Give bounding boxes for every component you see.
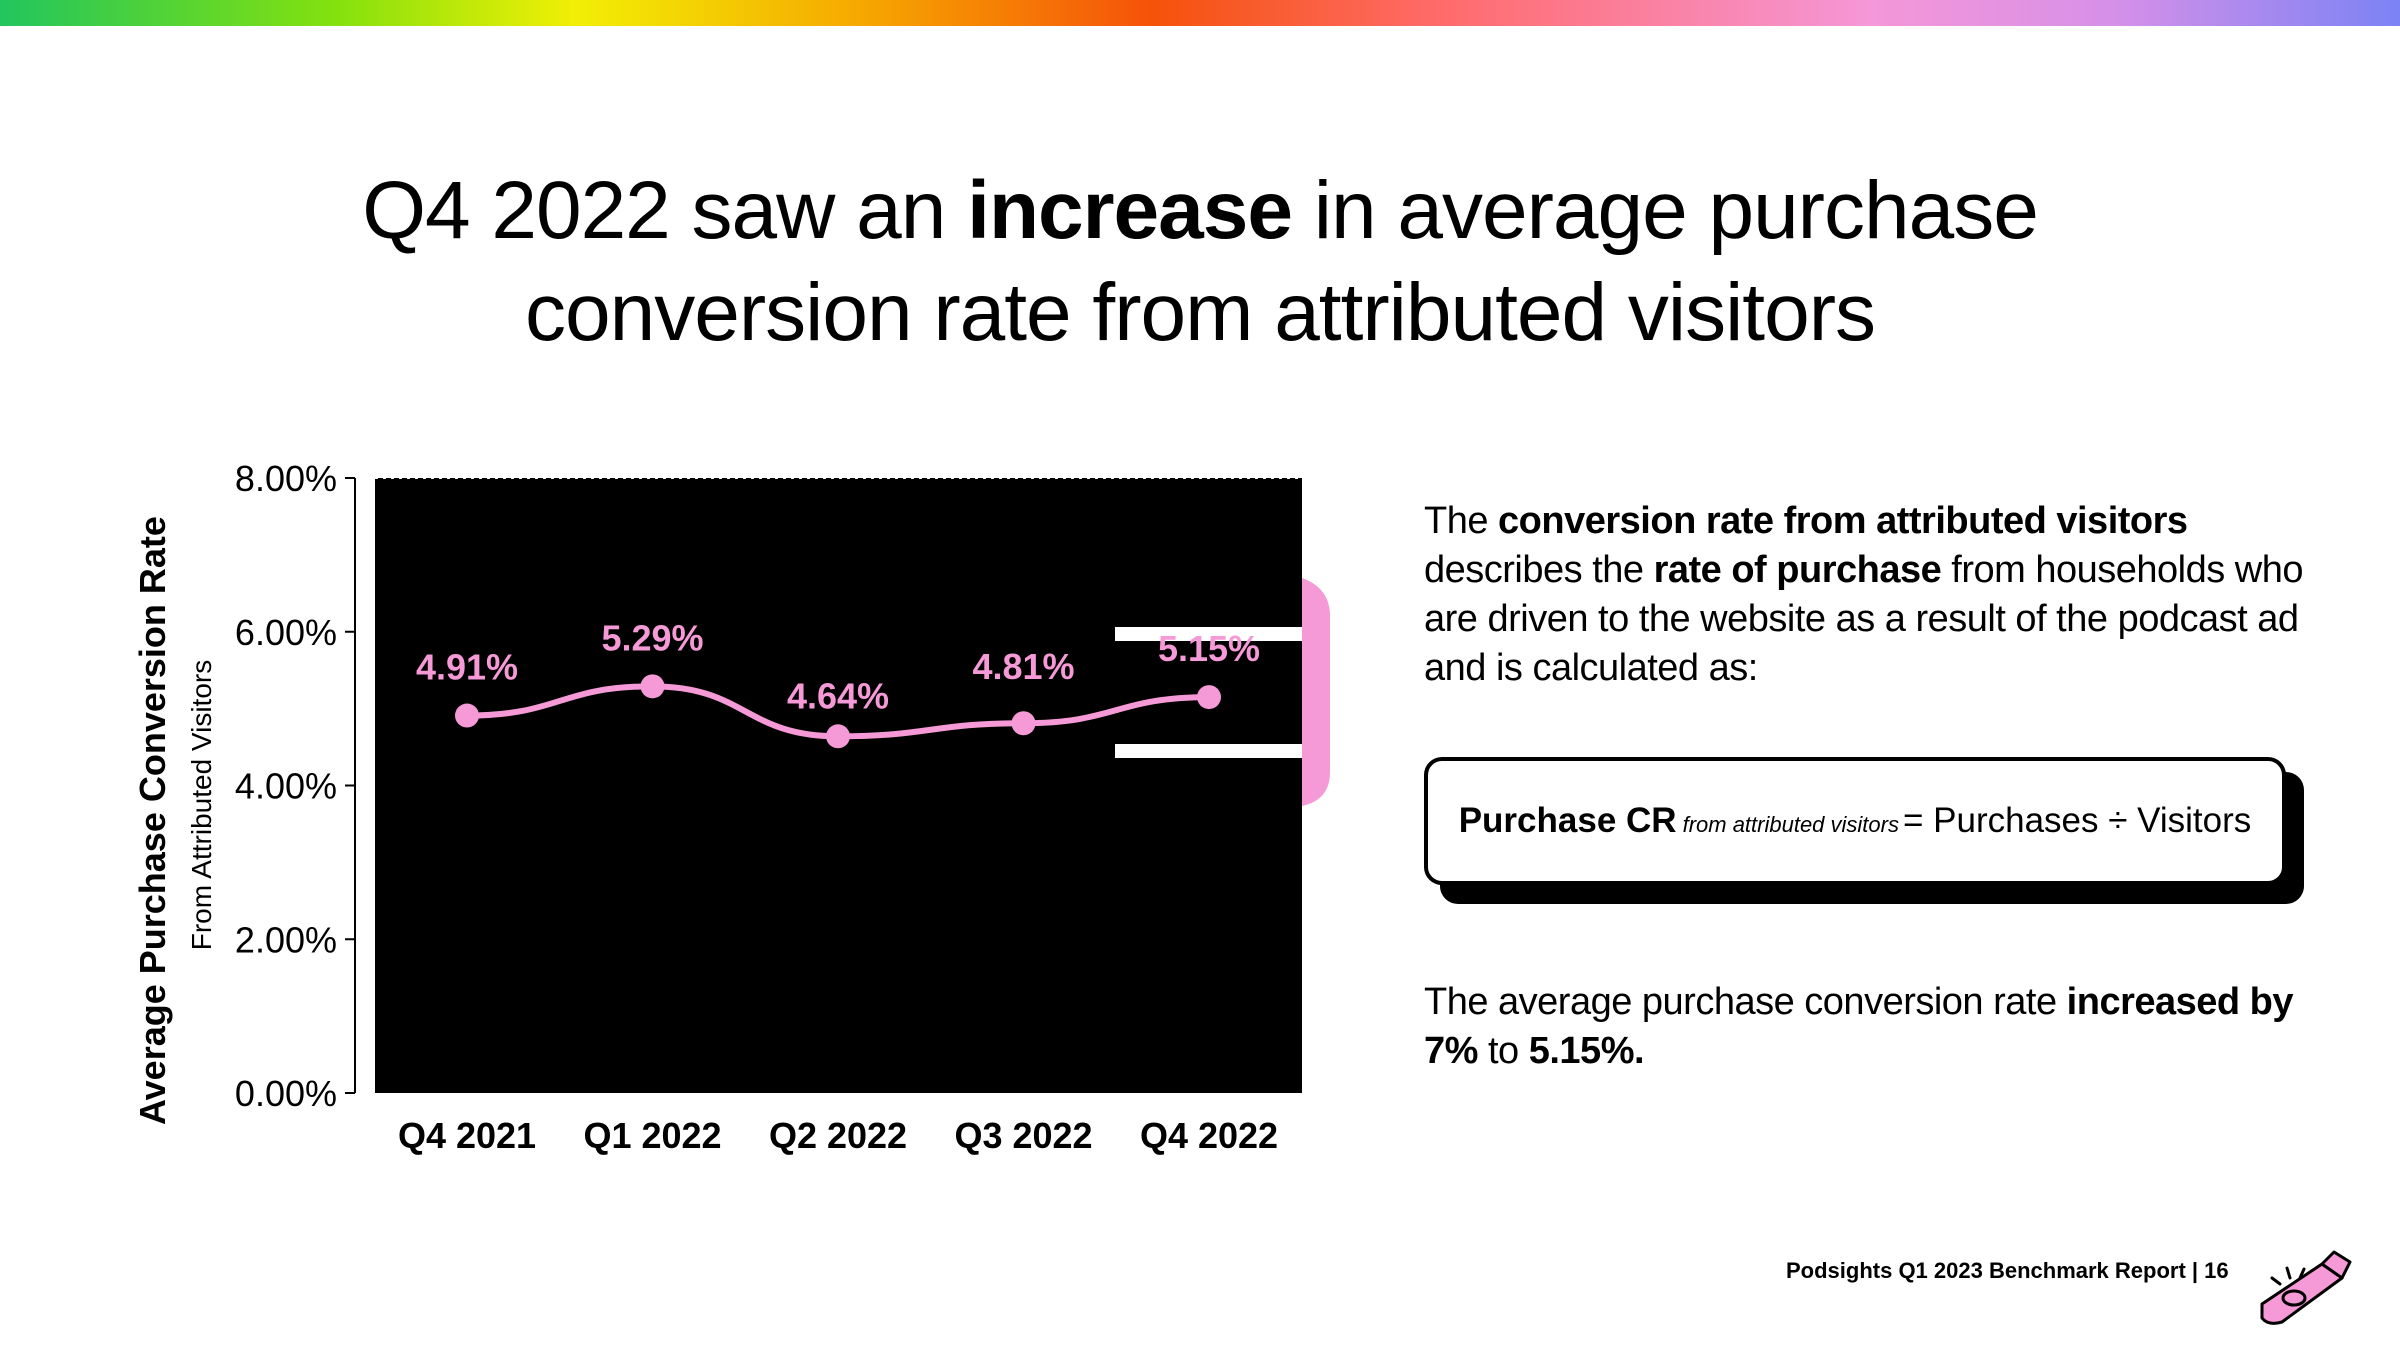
- x-tick-label: Q2 2022: [769, 1115, 907, 1156]
- y-tick-label: 4.00%: [235, 766, 337, 807]
- x-tick-label: Q3 2022: [954, 1115, 1092, 1156]
- y-tick-label: 0.00%: [235, 1073, 337, 1114]
- y-tick-label: 8.00%: [235, 458, 337, 499]
- rainbow-top-bar: [0, 0, 2400, 26]
- highlight-bar-top: [1115, 627, 1305, 641]
- formula-box: Purchase CR from attributed visitors = P…: [1424, 757, 2286, 885]
- data-point: [826, 724, 850, 749]
- page-title: Q4 2022 saw an increase in average purch…: [362, 165, 2039, 358]
- formula-lhs: Purchase CR: [1458, 801, 1677, 840]
- x-tick-label: Q4 2021: [398, 1115, 536, 1156]
- kazoo-logo-icon: [2260, 1250, 2352, 1325]
- data-point: [1011, 711, 1036, 736]
- footer-report-label: Podsights Q1 2023 Benchmark Report | 16: [1786, 1258, 2229, 1283]
- highlight-bracket: [1302, 578, 1330, 806]
- highlight-bar-bottom: [1115, 744, 1305, 758]
- definition-text: The conversion rate from attributed visi…: [1424, 500, 2304, 689]
- data-point: [640, 674, 665, 699]
- data-point: [455, 703, 479, 728]
- data-label: 4.64%: [787, 675, 889, 716]
- data-label: 5.29%: [601, 617, 703, 658]
- formula-subscript: from attributed visitors: [1682, 812, 1899, 837]
- y-tick-label: 6.00%: [235, 612, 337, 653]
- x-tick-label: Q1 2022: [583, 1115, 721, 1156]
- x-tick-label: Q4 2022: [1140, 1115, 1278, 1156]
- summary-text: The average purchase conversion rate inc…: [1424, 981, 2294, 1072]
- data-label: 5.15%: [1158, 628, 1260, 669]
- data-label: 4.81%: [972, 646, 1074, 687]
- y-tick-label: 2.00%: [235, 919, 337, 960]
- data-point: [1197, 685, 1221, 710]
- plot-area: [375, 478, 1302, 1093]
- formula-rhs: = Purchases ÷ Visitors: [1902, 801, 2252, 840]
- data-label: 4.91%: [416, 647, 518, 688]
- conversion-rate-line-chart: 0.00% 2.00% 4.00% 6.00% 8.00% Q4 2021 Q1 2022 Q…: [235, 458, 1330, 1156]
